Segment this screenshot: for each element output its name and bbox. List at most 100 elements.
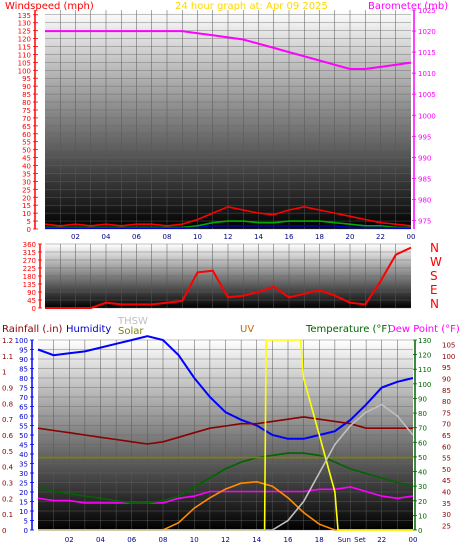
wind-direction-tick-label: 270 xyxy=(23,257,36,265)
wind-barometer-panel: Windspeed (mph) 24 hour graph at: Apr 09… xyxy=(5,1,448,241)
panel3-x-tick-label: 16 xyxy=(284,536,293,544)
temperature-tick-label: 95 xyxy=(442,364,451,372)
humidity-tick-label: 85 xyxy=(19,366,28,374)
compass-label: N xyxy=(430,297,439,311)
rainfall-tick-label: 0 xyxy=(2,527,6,535)
uv-tick-label: 50 xyxy=(418,454,427,462)
wind-direction-tick-label: 135 xyxy=(23,281,36,289)
rainfall-tick-label: 1.2 xyxy=(2,337,13,345)
rainfall-tick-label: 1.1 xyxy=(2,353,13,361)
barometer-tick-label: 1025 xyxy=(418,7,436,15)
panel3-x-tick-label: 08 xyxy=(159,536,168,544)
panel3-x-tick-label: 12 xyxy=(221,536,230,544)
temperature-tick-label: 100 xyxy=(442,353,455,361)
humidity-tick-label: 55 xyxy=(19,423,28,431)
dewpoint-axis-label: Dew Point (°F) xyxy=(388,324,459,335)
compass-label: N xyxy=(430,241,439,255)
panel3-series-line xyxy=(38,339,413,531)
windspeed-tick-label: 70 xyxy=(22,115,31,123)
humidity-tick-label: 10 xyxy=(19,508,28,516)
panel3-x-tick-label: 04 xyxy=(96,536,105,544)
windspeed-tick-label: 115 xyxy=(18,44,31,52)
panel1-x-tick-label: 04 xyxy=(102,233,111,241)
barometer-tick-label: 1015 xyxy=(418,49,436,57)
panel1-x-tick-label: 22 xyxy=(376,233,385,241)
panel3-x-tick-label: 14 xyxy=(252,536,261,544)
panel1-x-tick-label: 14 xyxy=(254,233,263,241)
barometer-tick-label: 1000 xyxy=(418,112,436,120)
windspeed-tick-label: 65 xyxy=(22,123,31,131)
uv-tick-label: 0 xyxy=(418,527,422,535)
humidity-tick-label: 70 xyxy=(19,394,28,402)
windspeed-tick-label: 95 xyxy=(22,75,31,83)
wind-direction-series-line xyxy=(45,246,412,309)
compass-label: S xyxy=(430,269,438,283)
humidity-tick-label: 45 xyxy=(19,442,28,450)
compass-label: E xyxy=(430,283,438,297)
humidity-tick-label: 35 xyxy=(19,461,28,469)
uv-tick-label: 70 xyxy=(418,425,427,433)
humidity-tick-label: 95 xyxy=(19,347,28,355)
windspeed-tick-label: 10 xyxy=(22,210,31,218)
panel3-x-tick-label: 18 xyxy=(315,536,324,544)
humidity-tick-label: 20 xyxy=(19,489,28,497)
barometer-tick-label: 985 xyxy=(418,175,431,183)
rainfall-tick-label: 1 xyxy=(2,369,6,377)
humidity-tick-label: 25 xyxy=(19,480,28,488)
humidity-tick-label: 60 xyxy=(19,413,28,421)
temperature-tick-label: 80 xyxy=(442,398,451,406)
windspeed-tick-label: 5 xyxy=(27,218,31,226)
humidity-tick-label: 30 xyxy=(19,470,28,478)
rainfall-tick-label: 0.4 xyxy=(2,464,14,472)
rainfall-axis-label: Rainfall (.in) xyxy=(2,324,63,335)
panel1-series-line xyxy=(44,205,412,227)
thsw-label: THSW xyxy=(117,316,148,327)
humidity-tick-label: 0 xyxy=(24,527,28,535)
windspeed-tick-label: 105 xyxy=(18,59,31,67)
wind-direction-tick-label: 315 xyxy=(23,249,36,257)
windspeed-tick-label: 90 xyxy=(22,83,31,91)
panel3-x-tick-label: 02 xyxy=(65,536,74,544)
windspeed-tick-label: 20 xyxy=(22,194,31,202)
panel1-x-tick-label: 20 xyxy=(346,233,355,241)
temperature-tick-label: 40 xyxy=(442,489,451,497)
panel3-x-tick-label: 10 xyxy=(190,536,199,544)
wind-direction-tick-label: 360 xyxy=(23,241,36,249)
uv-tick-label: 130 xyxy=(418,337,431,345)
windspeed-tick-label: 120 xyxy=(18,36,31,44)
panel3-x-tick-label: Set xyxy=(354,536,366,544)
uv-tick-label: 80 xyxy=(418,410,427,418)
humidity-tick-label: 75 xyxy=(19,385,28,393)
rainfall-tick-label: 0.3 xyxy=(2,480,13,488)
temperature-tick-label: 70 xyxy=(442,421,451,429)
humidity-tick-label: 80 xyxy=(19,375,28,383)
humidity-tick-label: 50 xyxy=(19,432,28,440)
windspeed-tick-label: 130 xyxy=(18,20,31,28)
panel3-x-tick-label: 22 xyxy=(377,536,386,544)
panel3-series-line xyxy=(37,335,414,440)
panel3-series-line xyxy=(38,403,414,531)
rainfall-tick-label: 0.8 xyxy=(2,400,13,408)
temperature-tick-label: 50 xyxy=(442,466,451,474)
compass-label: W xyxy=(430,255,442,269)
temperature-tick-label: 90 xyxy=(442,375,451,383)
windspeed-tick-label: 125 xyxy=(18,28,31,36)
barometer-tick-label: 990 xyxy=(418,154,431,162)
windspeed-tick-label: 135 xyxy=(18,12,31,20)
uv-tick-label: 120 xyxy=(418,352,431,360)
panel1-x-tick-label: 06 xyxy=(132,233,141,241)
humidity-tick-label: 15 xyxy=(19,499,28,507)
temperature-tick-label: 75 xyxy=(442,409,451,417)
rainfall-tick-label: 0.5 xyxy=(2,448,13,456)
panel3-series-line xyxy=(37,452,414,504)
panel1-x-tick-label: 12 xyxy=(224,233,233,241)
windspeed-tick-label: 85 xyxy=(22,91,31,99)
barometer-tick-label: 1010 xyxy=(418,70,436,78)
rainfall-tick-label: 0.1 xyxy=(2,511,13,519)
wind-direction-tick-label: 90 xyxy=(27,289,36,297)
rainfall-tick-label: 0.9 xyxy=(2,385,13,393)
panel1-x-tick-label: 18 xyxy=(315,233,324,241)
windspeed-tick-label: 55 xyxy=(22,139,31,147)
